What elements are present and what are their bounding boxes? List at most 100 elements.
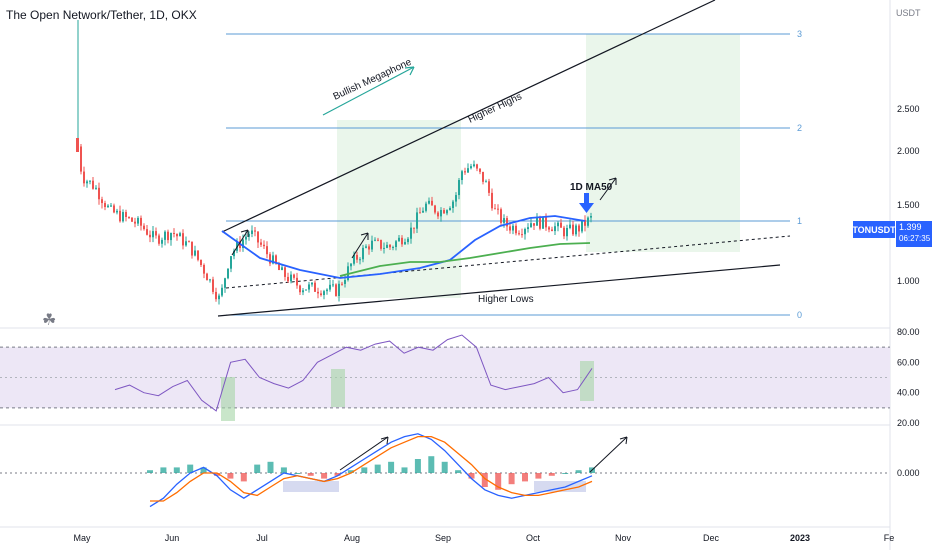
candle-body <box>452 201 454 209</box>
candle-body <box>170 232 172 241</box>
candle-body <box>464 171 466 173</box>
time-axis-tick: Aug <box>344 533 360 543</box>
candle-body <box>311 282 313 285</box>
macd-histogram-bar <box>187 464 194 473</box>
macd-histogram-bar <box>575 470 582 473</box>
macd-histogram-bar <box>214 473 220 476</box>
price-unit-label: USDT <box>896 8 921 18</box>
candle-body <box>293 274 295 278</box>
candle-body <box>497 208 499 210</box>
candle-body <box>476 164 478 169</box>
candle-body <box>167 231 169 241</box>
candle-body <box>179 233 181 237</box>
candle-body <box>104 203 106 208</box>
candle-body <box>446 210 448 214</box>
candle-body <box>275 255 277 264</box>
candle-body <box>254 230 256 232</box>
candle-body <box>413 227 415 229</box>
bar-countdown: 06:27:35 <box>899 234 931 243</box>
candle-body <box>245 236 247 240</box>
ma50-line <box>221 215 586 279</box>
candle-body <box>89 180 91 182</box>
candle-body <box>371 240 373 250</box>
candle-body <box>356 254 358 260</box>
candle-body <box>143 225 145 230</box>
candle-body <box>242 239 244 248</box>
annotation-higher-lows: Higher Lows <box>478 294 534 305</box>
ticker-symbol-badge[interactable]: TONUSDT <box>852 221 896 238</box>
candle-body <box>281 267 283 271</box>
candle-body <box>188 241 190 243</box>
candle-body <box>440 210 442 217</box>
macd-histogram-bar <box>481 473 488 487</box>
macd-histogram-bar <box>562 473 569 474</box>
measured-move-zone-1 <box>337 120 461 298</box>
macd-trend-arrow <box>339 436 389 471</box>
candle-body <box>386 244 388 248</box>
candle-body <box>527 227 529 230</box>
candle-body <box>521 234 523 236</box>
candle-body <box>398 237 400 242</box>
candle-body <box>206 273 208 281</box>
candle-body <box>110 205 112 207</box>
candle-body <box>278 263 280 271</box>
candle-body <box>368 246 370 250</box>
macd-histogram-bar <box>280 467 287 473</box>
macd-histogram-bar <box>160 467 167 473</box>
macd-histogram-bar <box>414 459 421 473</box>
candle-body <box>200 259 202 265</box>
candle-body <box>428 200 430 204</box>
candle-body <box>524 229 526 235</box>
arrow-head <box>619 436 628 445</box>
candle-body <box>248 233 250 237</box>
candle-body <box>359 259 361 261</box>
arrow-head <box>360 232 369 240</box>
candle-body <box>572 224 574 235</box>
rsi-highlight-2 <box>331 369 345 407</box>
candle-body <box>233 250 235 257</box>
last-price-badge[interactable]: 1.399 06:27:35 <box>896 221 932 247</box>
support-dashed-line <box>225 235 791 289</box>
rsi-axis-tick: 20.00 <box>897 418 920 428</box>
candle-body <box>146 229 148 235</box>
candle-body <box>164 231 166 240</box>
macd-trend-arrow <box>589 436 628 473</box>
candle-body <box>128 216 130 218</box>
candle-body <box>560 222 562 228</box>
candle-body <box>287 276 289 282</box>
candle-body <box>449 208 451 211</box>
candle-body <box>173 232 175 234</box>
higher-lows-trendline <box>217 264 781 317</box>
rsi-highlight-1 <box>221 377 235 421</box>
fib-level-label: 3 <box>797 29 802 39</box>
candle-body <box>155 231 157 236</box>
candle-body <box>218 295 220 300</box>
trend-arrow <box>231 229 249 256</box>
annotation-1d-ma50: 1D MA50 <box>570 182 613 193</box>
candle-body <box>578 225 580 232</box>
candle-body <box>362 247 364 260</box>
candle-body <box>557 222 559 227</box>
candle-body <box>158 235 160 244</box>
time-axis-tick: May <box>73 533 91 543</box>
time-axis-tick: Nov <box>615 533 632 543</box>
candle-body <box>251 230 253 234</box>
price-axis-tick: 1.500 <box>897 200 920 210</box>
candle-body <box>329 284 331 290</box>
macd-histogram-bar <box>535 473 542 479</box>
candle-body <box>443 210 445 214</box>
annotation-arrow-green <box>322 66 415 116</box>
candle-body <box>314 282 316 292</box>
macd-histogram-bar <box>388 461 395 473</box>
candle-body <box>575 225 577 235</box>
chart-title: The Open Network/Tether, 1D, OKX <box>6 8 197 22</box>
candle-body <box>425 203 427 211</box>
candle-body <box>134 221 136 224</box>
macd-histogram-bar <box>495 473 502 490</box>
candle-body <box>395 241 397 248</box>
candle-body <box>131 217 133 222</box>
macd-histogram-bar <box>294 473 301 474</box>
candle-body <box>458 180 460 196</box>
